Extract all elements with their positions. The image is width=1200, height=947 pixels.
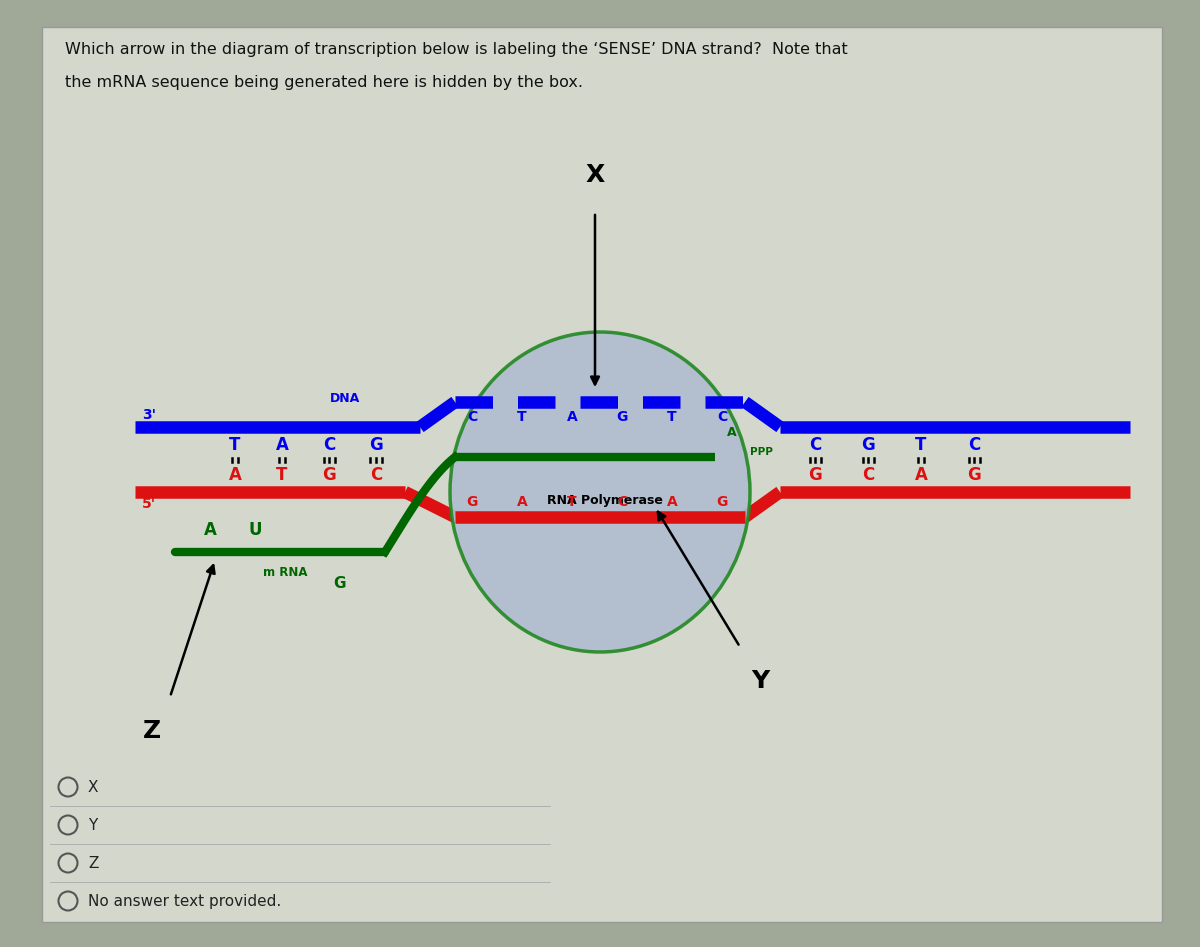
Text: X: X: [586, 163, 605, 187]
Text: PPP: PPP: [750, 447, 773, 457]
Text: the mRNA sequence being generated here is hidden by the box.: the mRNA sequence being generated here i…: [65, 75, 583, 90]
Text: C: C: [617, 495, 628, 509]
Text: T: T: [667, 410, 677, 424]
Text: T: T: [916, 436, 926, 454]
Text: Which arrow in the diagram of transcription below is labeling the ‘SENSE’ DNA st: Which arrow in the diagram of transcript…: [65, 42, 847, 57]
Text: C: C: [862, 466, 874, 484]
Text: A: A: [276, 436, 288, 454]
Text: G: G: [967, 466, 980, 484]
Text: A: A: [914, 466, 928, 484]
Text: 3': 3': [142, 408, 156, 422]
Text: No answer text provided.: No answer text provided.: [88, 894, 281, 908]
Text: G: G: [334, 577, 347, 592]
Text: A: A: [667, 495, 677, 509]
Text: T: T: [229, 436, 241, 454]
Text: C: C: [323, 436, 335, 454]
Text: T: T: [568, 495, 577, 509]
Text: C: C: [467, 410, 478, 424]
Text: G: G: [862, 436, 875, 454]
Text: C: C: [809, 436, 821, 454]
Text: 5': 5': [142, 497, 156, 511]
Text: T: T: [276, 466, 288, 484]
Text: G: G: [716, 495, 727, 509]
Text: A: A: [228, 466, 241, 484]
Text: Z: Z: [88, 855, 98, 870]
Text: C: C: [968, 436, 980, 454]
Text: C: C: [716, 410, 727, 424]
Text: m RNA: m RNA: [263, 565, 307, 579]
Text: G: G: [467, 495, 478, 509]
Text: G: G: [322, 466, 336, 484]
Text: A: A: [517, 495, 527, 509]
Text: Y: Y: [751, 669, 769, 693]
Text: X: X: [88, 779, 98, 795]
Ellipse shape: [450, 332, 750, 652]
Text: G: G: [617, 410, 628, 424]
Text: C: C: [370, 466, 382, 484]
Text: RNA Polymerase: RNA Polymerase: [547, 493, 662, 507]
Text: T: T: [517, 410, 527, 424]
FancyBboxPatch shape: [42, 27, 1162, 922]
Text: DNA: DNA: [330, 392, 360, 405]
Text: G: G: [370, 436, 383, 454]
Text: A: A: [204, 521, 216, 539]
Text: A: A: [566, 410, 577, 424]
Text: A: A: [727, 425, 737, 438]
Text: Y: Y: [88, 817, 97, 832]
Text: G: G: [808, 466, 822, 484]
Text: U: U: [248, 521, 262, 539]
Text: Z: Z: [143, 719, 161, 743]
